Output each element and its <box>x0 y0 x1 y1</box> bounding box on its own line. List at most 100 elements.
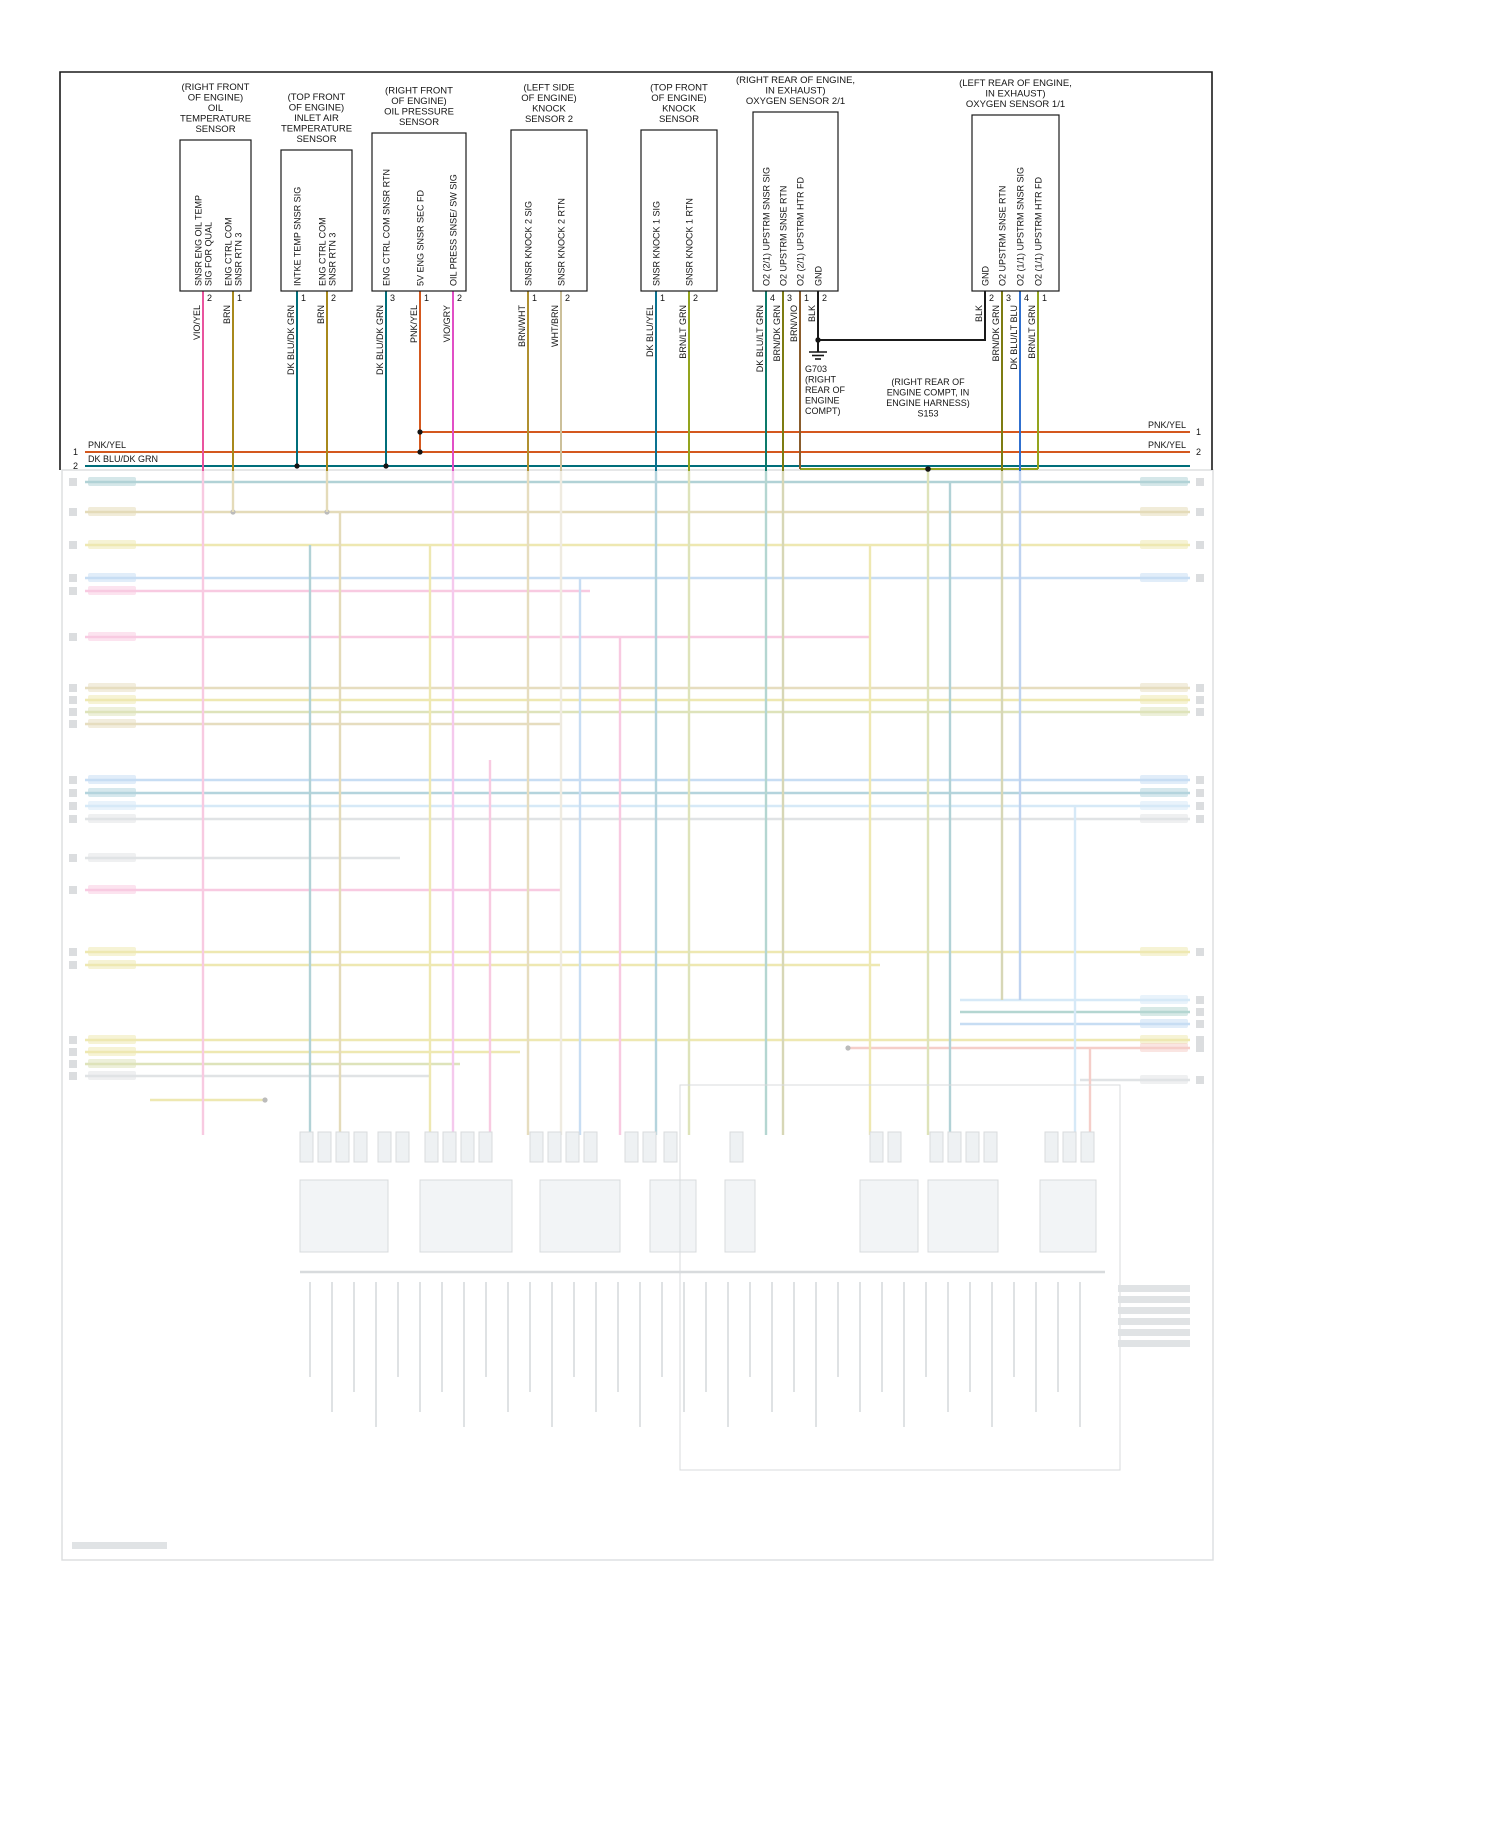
pin-number: 2 <box>693 293 698 303</box>
pin-number: 2 <box>565 293 570 303</box>
edge-number: 1 <box>1196 427 1201 437</box>
wire-color-label: DK BLU/YEL <box>645 305 655 357</box>
sensor-header-line: (RIGHT REAR OF ENGINE, <box>736 75 855 86</box>
sensor-box-oxygen-sensor-2-1 <box>752 111 839 292</box>
faded-pin-chip <box>69 886 77 894</box>
faded-pin-chip <box>69 802 77 810</box>
pin-number: 3 <box>1006 293 1011 303</box>
faded-pin-chip <box>69 815 77 823</box>
faded-wire-label-chip <box>1140 540 1188 549</box>
sensor-header-line: (LEFT REAR OF ENGINE, <box>959 78 1072 89</box>
sensor-header-line: (TOP FRONT <box>650 83 708 94</box>
faded-module-outline <box>679 1084 1121 1471</box>
signal-label: GND <box>981 266 991 287</box>
faded-connector-cell <box>547 1131 562 1163</box>
faded-wire-label-chip <box>1140 1075 1188 1084</box>
faded-pin-chip <box>69 696 77 704</box>
faded-pin-chip <box>69 1072 77 1080</box>
faded-wire-label-chip <box>88 573 136 582</box>
faded-connector-block <box>649 1179 697 1253</box>
edge-wire-label: PNK/YEL <box>1148 440 1186 450</box>
faded-connector-cell <box>1062 1131 1077 1163</box>
faded-pin-chip <box>69 541 77 549</box>
faded-text-chip <box>1118 1307 1190 1314</box>
splice-label-line: S153 <box>917 409 938 419</box>
splice-label-line: ENGINE COMPT, IN <box>887 388 970 398</box>
faded-wire-label-chip <box>1140 788 1188 797</box>
faded-pin-chip <box>69 478 77 486</box>
faded-wire-label-chip <box>1140 1019 1188 1028</box>
faded-pin-chip <box>69 633 77 641</box>
signal-label: O2 (1/1) UPSTRM SNSR SIG <box>1016 167 1026 286</box>
edge-wire-label: PNK/YEL <box>1148 420 1186 430</box>
signal-label: O2 (2/1) UPSTRM HTR FD <box>796 176 806 286</box>
faded-pin-chip <box>69 508 77 516</box>
faded-pin-chip <box>69 684 77 692</box>
sensor-box-oil-pressure-sensor <box>371 132 467 292</box>
sensor-header-line: (RIGHT FRONT <box>182 82 250 93</box>
faded-connector-cell <box>869 1131 884 1163</box>
faded-connector-block <box>299 1179 389 1253</box>
faded-pin-chip <box>1196 574 1204 582</box>
faded-footer-chip <box>72 1542 167 1549</box>
junction-dot <box>417 449 423 455</box>
faded-wire-label-chip <box>88 586 136 595</box>
edge-number: 2 <box>1196 447 1201 457</box>
faded-pin-chip <box>1196 1044 1204 1052</box>
sensor-box-oxygen-sensor-1-1 <box>971 114 1060 292</box>
wire-color-label: DK BLU/DK GRN <box>286 305 296 375</box>
faded-wire-label-chip <box>88 1035 136 1044</box>
faded-pin-chip <box>1196 789 1204 797</box>
sensor-header-line: TEMPERATURE <box>180 114 251 125</box>
sensor-box-knock-sensor-2 <box>510 129 588 292</box>
faded-wire-label-chip <box>88 719 136 728</box>
sensor-header-line: KNOCK <box>662 104 696 115</box>
edge-number: 2 <box>73 461 78 471</box>
faded-wire-label-chip <box>88 632 136 641</box>
wire-color-label: BRN <box>316 305 326 324</box>
pin-number: 1 <box>532 293 537 303</box>
sensor-box-inlet-air-temperature-sensor <box>280 149 353 292</box>
pin-number: 2 <box>457 293 462 303</box>
edge-wire-label: DK BLU/DK GRN <box>88 454 158 464</box>
ground-label-line: REAR OF <box>805 385 846 395</box>
sensor-header-line: OF ENGINE) <box>188 93 243 104</box>
faded-connector-cell <box>395 1131 410 1163</box>
sensor-header-line: SENSOR <box>659 114 699 125</box>
pin-number: 4 <box>1024 293 1029 303</box>
faded-connector-cell <box>317 1131 332 1163</box>
faded-connector-cell <box>478 1131 493 1163</box>
pin-number: 3 <box>390 293 395 303</box>
splice-dot <box>925 466 931 472</box>
faded-connector-cell <box>947 1131 962 1163</box>
sensor-header-line: OIL <box>208 103 223 114</box>
sensor-header-line: (LEFT SIDE <box>523 83 574 94</box>
faded-pin-chip <box>1196 708 1204 716</box>
faded-pin-chip <box>69 1048 77 1056</box>
faded-pin-chip <box>69 720 77 728</box>
pin-number: 3 <box>787 293 792 303</box>
signal-label: O2 UPSTRM SNSE RTN <box>779 186 789 286</box>
faded-junction-dot <box>262 1097 268 1103</box>
wire-color-label: BRN/WHT <box>517 305 527 347</box>
faded-connector-block <box>539 1179 621 1253</box>
sensor-header-line: SENSOR <box>399 117 439 128</box>
sensor-header-line: SENSOR <box>195 124 235 135</box>
signal-label: SNSR RTN 3 <box>328 233 338 286</box>
pin-number: 4 <box>770 293 775 303</box>
splice-label-line: (RIGHT REAR OF <box>891 377 965 387</box>
faded-connector-cell <box>565 1131 580 1163</box>
signal-label: SNSR KNOCK 1 SIG <box>652 201 662 286</box>
sensor-header-line: INLET AIR <box>294 113 339 124</box>
signal-label: SNSR KNOCK 1 RTN <box>685 198 695 286</box>
wire-color-label: BLK <box>807 305 817 322</box>
pin-number: 1 <box>660 293 665 303</box>
faded-pin-chip <box>69 776 77 784</box>
faded-connector-cell <box>353 1131 368 1163</box>
faded-text-chip <box>1118 1318 1190 1325</box>
sensor-header-line: OXYGEN SENSOR 2/1 <box>746 96 845 107</box>
faded-pin-chip <box>1196 1008 1204 1016</box>
signal-label: O2 (1/1) UPSTRM HTR FD <box>1034 176 1044 286</box>
sensor-box-knock-sensor <box>640 129 718 292</box>
